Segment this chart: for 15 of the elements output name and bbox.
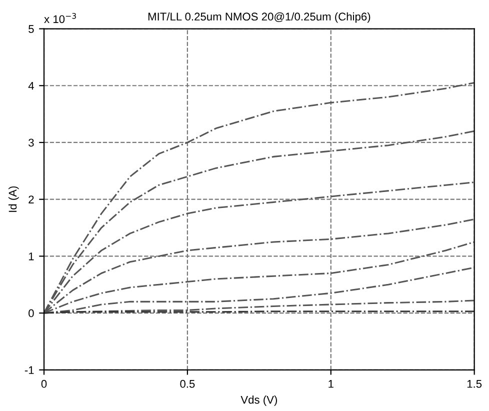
y-tick-label: 1 xyxy=(28,252,34,260)
x-tick-label: 1 xyxy=(328,380,334,388)
x-tick-label: 1.5 xyxy=(467,380,482,388)
y-tick-label: -1 xyxy=(24,366,34,374)
y-tick-label: 4 xyxy=(28,82,34,90)
y-axis-title: Id (A) xyxy=(8,186,19,212)
y-tick-label: 3 xyxy=(28,138,34,147)
text: x 10$^{−3}$ xyxy=(44,12,76,24)
y-tick-label: 2 xyxy=(28,196,34,204)
x-tick-label: 0 xyxy=(41,380,47,388)
chart-title: MIT/LL 0.25um NMOS 20@1/0.25um (Chip6) xyxy=(148,12,370,23)
x-tick-label: 0.5 xyxy=(180,380,195,388)
y-tick-label: 5 xyxy=(28,25,34,33)
y-tick-label: 0 xyxy=(28,309,34,318)
x-axis-title: Vds (V) xyxy=(240,396,278,406)
